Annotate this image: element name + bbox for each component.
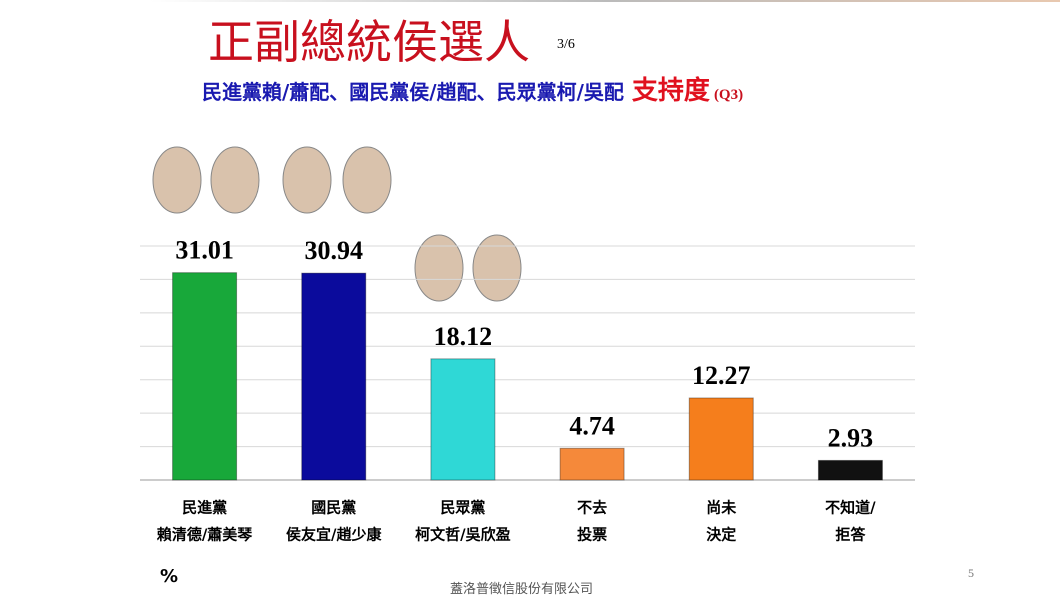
photos [152,146,522,302]
bar [430,358,496,481]
bar [559,447,625,481]
x-tick-label: 不去 [577,499,607,517]
footer: 蓋洛普徵信股份有限公司 [450,582,594,597]
bar [172,272,238,481]
subtitle-emphasis: 支持度 [631,76,710,106]
x-tick-label: 尚未 [706,499,737,517]
bar [817,459,883,481]
value-label: 31.01 [175,236,234,265]
subtitle: 民進黨賴/蕭配、國民黨侯/趙配、民眾黨柯/吳配 [202,80,624,104]
bar [688,397,754,481]
x-tick-label: 不知道/ [825,499,876,517]
x-tick-label: 拒答 [835,526,866,544]
x-tick-label: 民進黨 [182,499,227,517]
subtitle-line: 民進黨賴/蕭配、國民黨侯/趙配、民眾黨柯/吳配 支持度 (Q3) [202,70,743,107]
x-tick-label: 投票 [577,526,607,544]
bar [301,272,367,481]
x-tick-label: 決定 [706,526,736,544]
page-indicator: 3/6 [557,37,575,52]
top-rule [150,0,1060,2]
value-label: 2.93 [828,423,874,452]
value-label: 12.27 [692,361,751,390]
value-label: 18.12 [434,322,493,351]
x-tick-label: 民眾黨 [440,499,485,517]
unit-label: % [160,566,179,587]
x-tick-label: 柯文哲/吳欣盈 [415,526,510,544]
page-number: 5 [968,566,974,580]
x-tick-label: 國民黨 [311,499,356,517]
x-tick-label: 賴清德/蕭美琴 [157,526,253,544]
question: (Q3) [713,87,744,103]
title: 正副總統侯選人 [208,15,530,69]
value-label: 30.94 [305,236,364,265]
x-tick-label: 侯友宜/趙少康 [286,526,382,544]
value-label: 4.74 [569,411,615,440]
